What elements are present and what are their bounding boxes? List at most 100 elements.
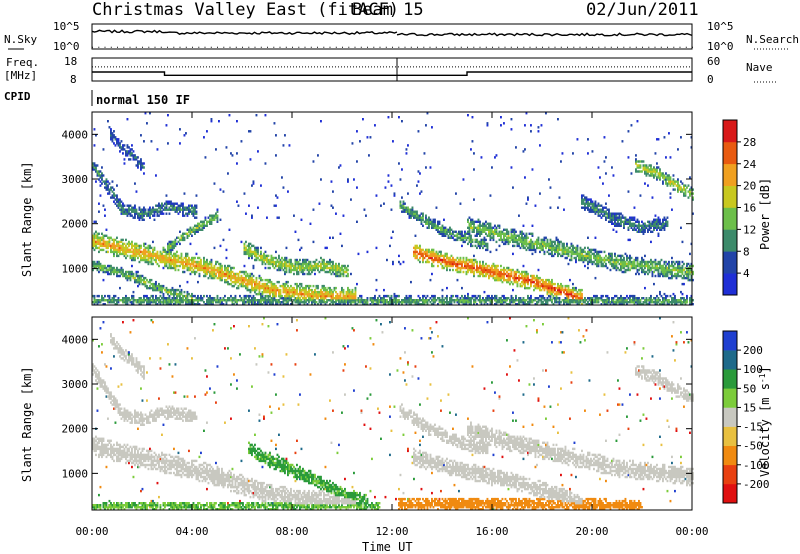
power-cell-723 <box>143 218 145 221</box>
power-cell-1902 <box>252 274 255 278</box>
power-cell-2756 <box>345 290 348 294</box>
power-cell-1283 <box>186 260 189 264</box>
power-cell-2596 <box>326 292 328 296</box>
power-cell-3484 <box>462 236 465 239</box>
power-cell-3295 <box>441 258 444 262</box>
power-cell-3947 <box>503 266 505 270</box>
power-cell-2691 <box>336 264 339 268</box>
power-cell-139 <box>102 278 105 282</box>
power-cell-877 <box>155 210 157 213</box>
power-cell-2861 <box>372 301 375 304</box>
power-cell-896 <box>156 204 159 207</box>
power-cell-2186 <box>281 297 283 300</box>
power-cell-1154 <box>176 250 178 254</box>
power-cell-3642 <box>476 234 478 237</box>
power-cell-4894 <box>599 210 601 213</box>
power-cell-4711 <box>581 202 583 205</box>
power-cell-3908 <box>500 299 502 302</box>
power-cell-174 <box>105 250 108 254</box>
power-cell-1293 <box>186 208 189 211</box>
power-cell-1908 <box>252 182 255 185</box>
power-cell-4206 <box>528 303 531 306</box>
nsky-label: N.Sky <box>4 33 37 46</box>
power-cell-1536 <box>210 276 213 280</box>
power-cell-327 <box>116 196 118 199</box>
power-cell-410 <box>122 210 124 213</box>
power-cell-753 <box>146 301 148 304</box>
power-cell-3802 <box>489 266 492 270</box>
power-cell-1091 <box>171 242 174 246</box>
power-cell-2382 <box>300 262 303 266</box>
power-cell-1374 <box>194 264 196 268</box>
power-cell-527 <box>131 297 133 300</box>
power-cell-882 <box>156 299 159 302</box>
power-cell-887 <box>156 262 159 266</box>
power-cell-627 <box>137 252 139 256</box>
power-cell-2919 <box>390 299 393 302</box>
power-cell-3368 <box>449 236 451 239</box>
power-cell-251 <box>111 250 114 254</box>
power-cell-2697 <box>338 274 340 278</box>
power-cell-1392 <box>195 264 198 268</box>
power-cell-2390 <box>302 272 304 276</box>
power-cell-3264 <box>438 297 441 300</box>
power-cell-3461 <box>461 294 463 298</box>
power-cell-873 <box>155 258 157 262</box>
power-cell-3551 <box>468 226 471 229</box>
power-cell-1667 <box>225 270 228 274</box>
power-cell-3625 <box>474 244 477 248</box>
power-cell-3369 <box>449 232 451 235</box>
power-cell-792 <box>149 286 151 290</box>
power-cell-3830 <box>492 276 495 280</box>
power-cell-599 <box>135 280 138 284</box>
power-cell-835 <box>152 262 154 266</box>
power-cell-1622 <box>219 274 222 278</box>
power-cell-4296 <box>537 280 540 284</box>
power-cell-1947 <box>257 292 259 296</box>
power-cell-2140 <box>275 204 277 207</box>
power-cell-3612 <box>473 224 475 227</box>
power-cell-2328 <box>296 292 298 296</box>
power-cell-162 <box>104 242 106 246</box>
power-cell-2268 <box>288 270 291 274</box>
power-cell-4575 <box>566 284 568 288</box>
power-cell-2468 <box>311 301 313 304</box>
power-cell-120 <box>101 294 103 298</box>
power-cell-1827 <box>246 274 249 278</box>
power-cell-1706 <box>231 303 234 306</box>
power-cell-4723 <box>582 248 585 252</box>
power-cell-889 <box>156 254 159 258</box>
power-cell-4274 <box>534 204 537 207</box>
power-cell-407 <box>122 242 124 246</box>
power-cell-231 <box>110 250 112 254</box>
power-cell-2299 <box>291 262 294 266</box>
power-cell-1743 <box>236 272 238 276</box>
power-cell-4755 <box>587 303 589 306</box>
power-cell-4101 <box>519 301 522 304</box>
power-cell-4463 <box>554 288 556 292</box>
power-cell-2841 <box>363 208 366 211</box>
power-cell-3765 <box>486 270 489 274</box>
power-cell-3414 <box>455 230 457 233</box>
power-cell-3221 <box>432 224 435 227</box>
power-cell-1811 <box>245 270 247 274</box>
power-cell-2579 <box>323 258 325 262</box>
power-cell-1413 <box>197 266 199 270</box>
power-cell-4353 <box>543 297 546 300</box>
power-cell-656 <box>138 216 141 219</box>
power-cell-3350 <box>447 262 450 266</box>
power-cell-4067 <box>515 270 517 274</box>
power-cell-135 <box>101 166 103 169</box>
power-cell-1798 <box>243 246 246 250</box>
power-cell-1702 <box>230 270 232 274</box>
power-cell-2010 <box>263 284 265 288</box>
power-cell-3118 <box>422 260 424 264</box>
power-cell-1550 <box>210 214 213 217</box>
power-cell-1265 <box>185 252 187 256</box>
power-cell-1297 <box>188 299 190 302</box>
power-cell-3083 <box>417 180 420 183</box>
power-cell-1066 <box>170 252 172 256</box>
power-cell-3658 <box>477 230 480 233</box>
power-cell-1799 <box>243 244 246 248</box>
power-cell-3181 <box>429 297 432 300</box>
